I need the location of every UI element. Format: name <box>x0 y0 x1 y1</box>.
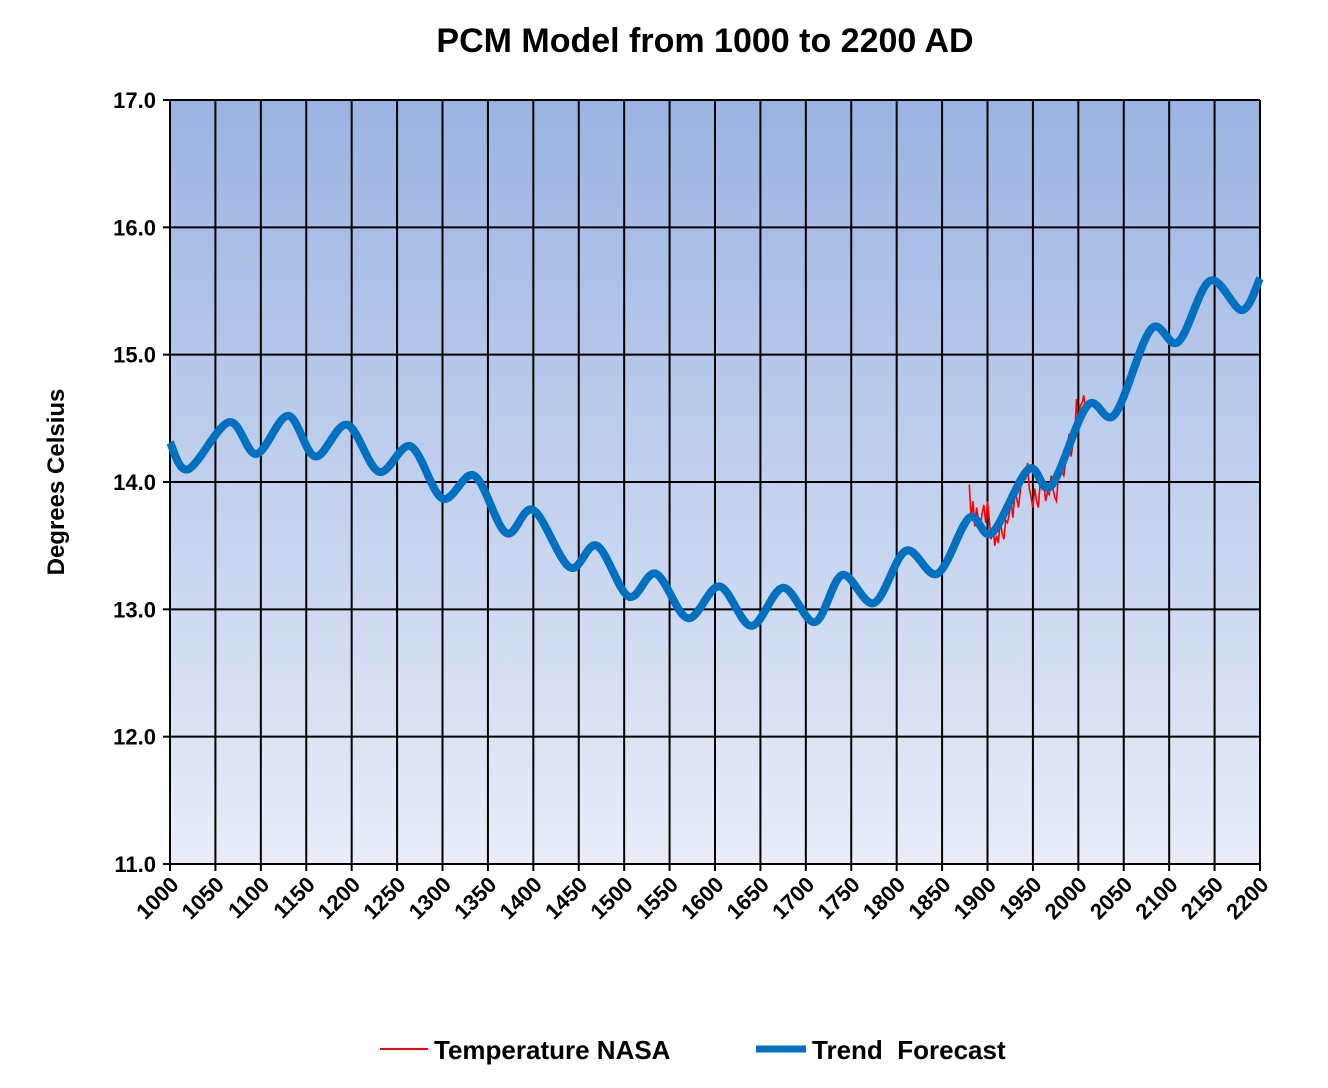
chart-title: PCM Model from 1000 to 2200 AD <box>436 22 974 60</box>
x-tick-label: 2000 <box>1040 872 1092 924</box>
x-tick-label: 1300 <box>404 872 456 924</box>
x-tick-label: 1500 <box>585 872 637 924</box>
y-tick-label: 12.0 <box>113 725 156 750</box>
x-tick-label: 1250 <box>358 872 410 924</box>
y-tick-label: 11.0 <box>114 852 156 877</box>
x-tick-label: 2050 <box>1085 872 1137 924</box>
legend-label-temperature-nasa: Temperature NASA <box>434 1035 671 1065</box>
x-tick-label: 1050 <box>177 872 229 924</box>
x-tick-label: 1350 <box>449 872 501 924</box>
x-tick-label: 2100 <box>1130 872 1182 924</box>
x-tick-label: 1850 <box>903 872 955 924</box>
series-line-trend-forecast <box>166 276 1264 630</box>
y-tick-label: 14.0 <box>113 470 156 495</box>
x-tick-label: 1800 <box>858 872 910 924</box>
x-tick-label: 1200 <box>313 872 365 924</box>
x-tick-label: 1400 <box>495 872 547 924</box>
x-tick-label: 1900 <box>949 872 1001 924</box>
x-tick-label: 1750 <box>812 872 864 924</box>
x-tick-label: 2150 <box>1176 872 1228 924</box>
x-tick-label: 1600 <box>676 872 728 924</box>
y-tick-label: 15.0 <box>113 343 156 368</box>
legend-label-trend-forecast: Trend Forecast <box>812 1035 1006 1065</box>
x-tick-label: 1100 <box>223 872 274 923</box>
x-tick-label: 1650 <box>722 872 774 924</box>
y-tick-label: 17.0 <box>113 88 156 113</box>
x-tick-label: 1550 <box>631 872 683 924</box>
x-tick-label: 1150 <box>268 872 319 923</box>
x-tick-label: 2200 <box>1221 872 1273 924</box>
x-tick-label: 1950 <box>994 872 1046 924</box>
x-tick-label: 1700 <box>767 872 819 924</box>
x-tick-label: 1450 <box>540 872 592 924</box>
y-tick-label: 16.0 <box>113 215 156 240</box>
legend: Temperature NASA Trend Forecast <box>380 1035 1006 1065</box>
y-axis-label: Degrees Celsius <box>43 389 70 576</box>
x-tick-label: 1000 <box>131 872 183 924</box>
y-tick-label: 13.0 <box>113 597 156 622</box>
